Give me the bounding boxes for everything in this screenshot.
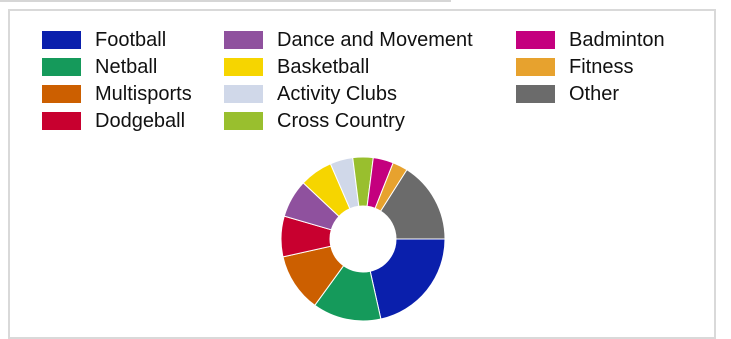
- legend-label-activity-clubs: Activity Clubs: [277, 83, 398, 105]
- legend-item-multisports: Multisports: [42, 82, 192, 106]
- legend-item-badminton: Badminton: [516, 28, 665, 52]
- legend-item-dodgeball: Dodgeball: [42, 109, 185, 133]
- legend-swatch-dodgeball: [42, 112, 81, 130]
- legend-swatch-other: [516, 85, 555, 103]
- legend-item-netball: Netball: [42, 55, 157, 79]
- legend-label-fitness: Fitness: [569, 56, 634, 78]
- legend-swatch-netball: [42, 58, 81, 76]
- legend-label-dance-and-movement: Dance and Movement: [277, 29, 473, 51]
- legend-label-dodgeball: Dodgeball: [95, 110, 186, 132]
- legend-swatch-activity-clubs: [224, 85, 263, 103]
- legend-item-cross-country: Cross Country: [224, 109, 405, 133]
- legend-label-basketball: Basketball: [277, 56, 370, 78]
- legend-item-basketball: Basketball: [224, 55, 369, 79]
- legend-label-football: Football: [95, 29, 167, 51]
- legend-item-dance-and-movement: Dance and Movement: [224, 28, 473, 52]
- legend-swatch-fitness: [516, 58, 555, 76]
- legend-label-other: Other: [569, 83, 620, 105]
- legend-swatch-cross-country: [224, 112, 263, 130]
- legend-label-netball: Netball: [95, 56, 158, 78]
- chart-legend: Football Netball Multisports Dodgeball D…: [0, 0, 731, 140]
- legend-item-football: Football: [42, 28, 166, 52]
- legend-swatch-badminton: [516, 31, 555, 49]
- legend-label-badminton: Badminton: [569, 29, 665, 51]
- legend-swatch-dance-and-movement: [224, 31, 263, 49]
- legend-item-activity-clubs: Activity Clubs: [224, 82, 397, 106]
- legend-swatch-multisports: [42, 85, 81, 103]
- legend-swatch-football: [42, 31, 81, 49]
- legend-label-multisports: Multisports: [95, 83, 192, 105]
- slice-football: [369, 238, 446, 320]
- legend-swatch-basketball: [224, 58, 263, 76]
- slice-other: [379, 169, 446, 240]
- legend-label-cross-country: Cross Country: [277, 110, 405, 132]
- legend-item-other: Other: [516, 82, 619, 106]
- legend-item-fitness: Fitness: [516, 55, 633, 79]
- donut-chart: [280, 156, 446, 322]
- top-divider: [0, 0, 451, 2]
